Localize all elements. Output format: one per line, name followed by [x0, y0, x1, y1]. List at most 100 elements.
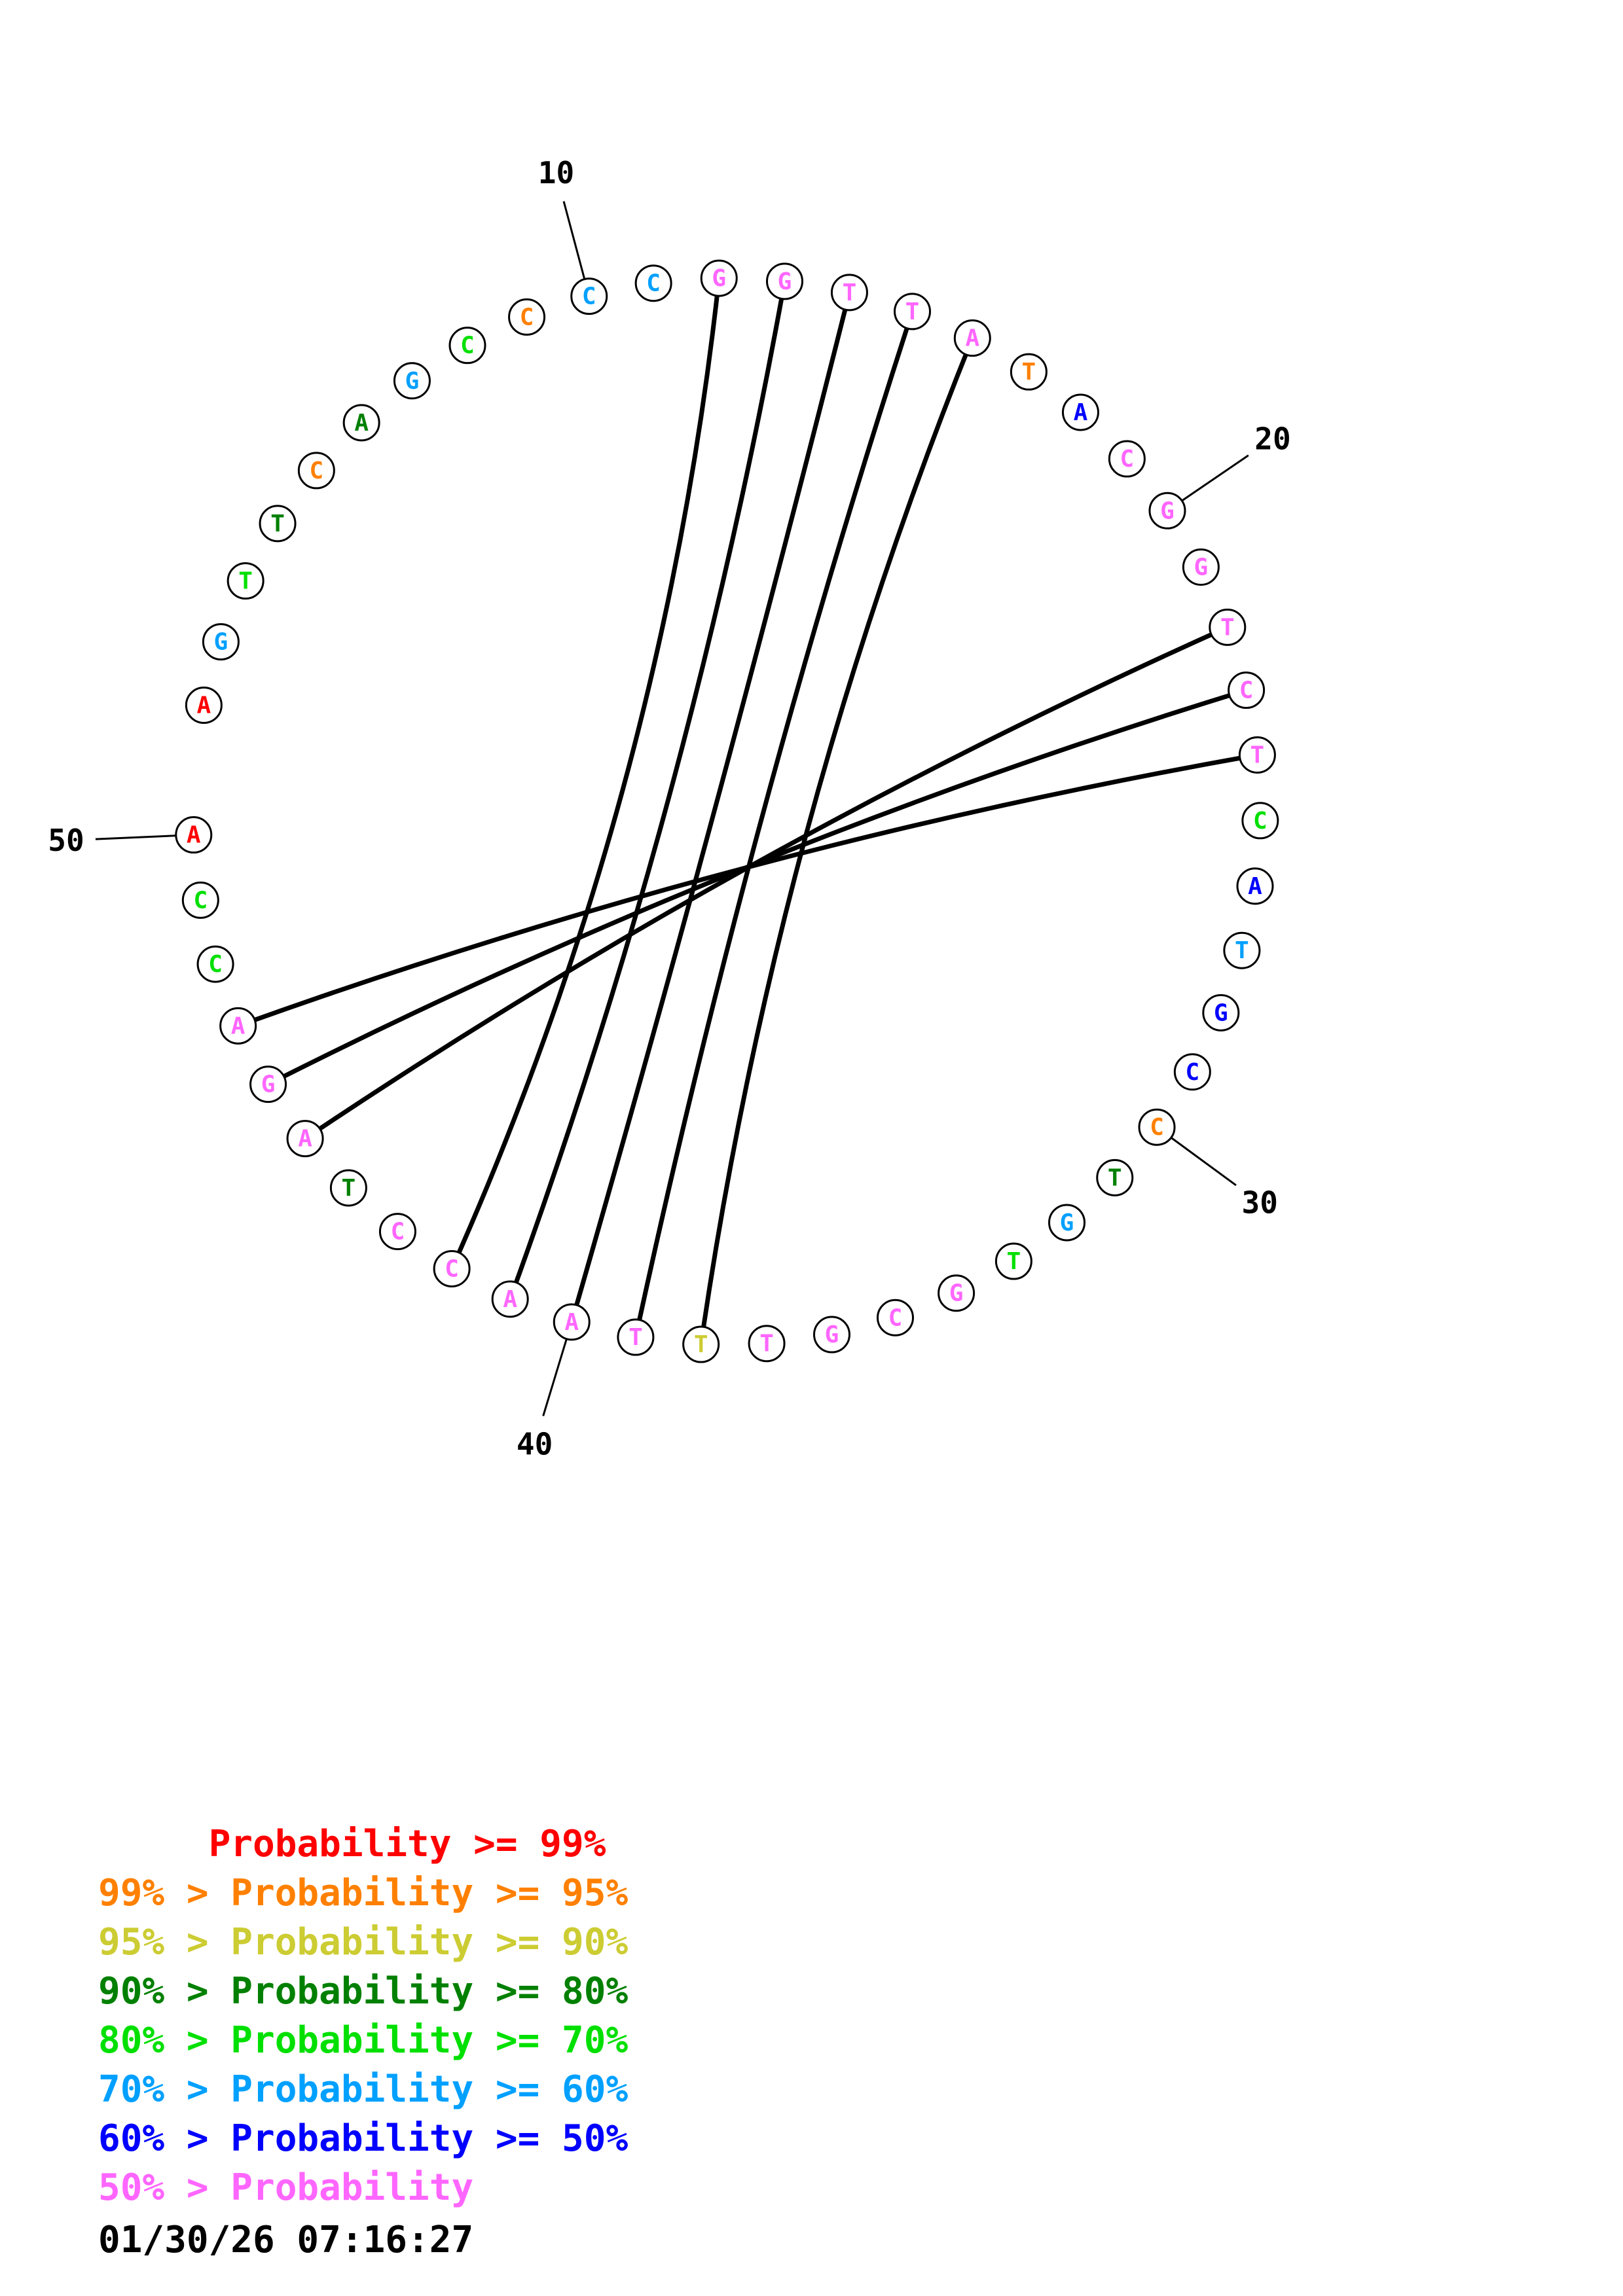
- nucleotide: A: [953, 319, 991, 357]
- nucleotide: A: [491, 1280, 529, 1318]
- nucleotide: G: [1148, 492, 1186, 529]
- nucleotide: G: [812, 1316, 850, 1354]
- base-pair-arc: [633, 310, 915, 1338]
- nucleotide-letter: A: [1074, 399, 1088, 426]
- nucleotide-circle: [393, 362, 431, 400]
- nucleotide-letter: C: [445, 1256, 459, 1283]
- nucleotide-letter: C: [460, 332, 475, 359]
- nucleotide: C: [181, 881, 219, 919]
- nucleotide-letter: C: [310, 457, 324, 484]
- nucleotide-letter: C: [520, 304, 534, 331]
- nucleotide: T: [259, 505, 297, 543]
- nucleotide: A: [185, 687, 223, 725]
- nucleotide-circle: [1241, 802, 1279, 840]
- nucleotide-circle: [1202, 994, 1240, 1031]
- nucleotide-circle: [448, 327, 486, 365]
- nucleotide-circle: [508, 298, 546, 336]
- nucleotide-circle: [1223, 931, 1261, 969]
- position-labels: 10 20 30 40 50: [48, 155, 1290, 1462]
- nucleotide-circle: [378, 1213, 416, 1251]
- nucleotide-circle: [1096, 1158, 1134, 1196]
- nucleotide: C: [1228, 672, 1266, 709]
- base-pair-arc: [304, 625, 1229, 1141]
- nucleotide-letter: G: [261, 1071, 276, 1098]
- nucleotide: T: [748, 1325, 786, 1363]
- nucleotide-letter: C: [1253, 808, 1267, 834]
- nucleotide: G: [1182, 548, 1220, 586]
- nucleotide-circle: [748, 1325, 786, 1363]
- position-label: 20: [1254, 421, 1290, 456]
- nucleotide-circle: [1238, 736, 1276, 774]
- timestamp: 01/30/26 07:16:27: [98, 2219, 474, 2261]
- nucleotide-letter: A: [354, 410, 369, 437]
- nucleotide: C: [378, 1213, 416, 1251]
- nucleotide-circle: [433, 1250, 471, 1288]
- nucleotide-circle: [1010, 353, 1048, 391]
- nucleotide-letter: T: [694, 1331, 708, 1358]
- nucleotide-circle: [249, 1066, 287, 1103]
- nucleotide-letter: G: [712, 265, 726, 292]
- nucleotide: A: [286, 1120, 324, 1158]
- nucleotide: C: [570, 278, 608, 315]
- legend-entry: 95% > Probability >= 90%: [98, 1921, 629, 1964]
- nucleotide: A: [219, 1007, 257, 1045]
- nucleotide: A: [1061, 393, 1099, 431]
- nucleotide: G: [1202, 994, 1240, 1031]
- nucleotide-letter: A: [197, 692, 211, 719]
- legend-entry: 60% > Probability >= 50%: [98, 2117, 629, 2160]
- nucleotide-letter: T: [1022, 359, 1036, 386]
- nucleotide: T: [329, 1169, 367, 1207]
- nucleotide-circle: [700, 259, 738, 297]
- nucleotide-circle: [219, 1007, 257, 1045]
- base-pair-arcs: [237, 278, 1258, 1345]
- nucleotide: T: [1223, 931, 1261, 969]
- nucleotide-letter: T: [342, 1175, 356, 1202]
- nucleotide: C: [1173, 1053, 1211, 1091]
- nucleotide-circle: [953, 319, 991, 357]
- nucleotide: C: [877, 1299, 915, 1336]
- nucleotide-letter: C: [193, 887, 208, 914]
- nucleotide-circle: [297, 452, 335, 490]
- nucleotide-letter: C: [1150, 1114, 1164, 1141]
- nucleotide: C: [1241, 802, 1279, 840]
- nucleotide: T: [227, 562, 264, 600]
- nucleotide-circle: [894, 293, 932, 331]
- nucleotide-circle: [342, 404, 380, 442]
- nucleotide-letter: T: [1108, 1164, 1122, 1191]
- nucleotide: G: [249, 1066, 287, 1103]
- nucleotide-circle: [830, 274, 868, 312]
- nucleotide: G: [202, 623, 240, 661]
- nucleotide-letter: C: [208, 951, 223, 978]
- nucleotide-letter: G: [1160, 497, 1175, 524]
- legend-entry: Probability >= 99%: [98, 1823, 606, 1865]
- nucleotide: C: [196, 945, 234, 983]
- nucleotide-circle: [259, 505, 297, 543]
- nucleotide-letter: A: [231, 1013, 246, 1039]
- nucleotide: G: [938, 1274, 976, 1312]
- nucleotide-circle: [938, 1274, 976, 1312]
- nucleotide-circle: [682, 1325, 720, 1363]
- nucleotide-letter: T: [629, 1324, 643, 1351]
- nucleotide-circle: [227, 562, 264, 600]
- nucleotide-letter: A: [298, 1126, 312, 1153]
- nucleotide: T: [1238, 736, 1276, 774]
- nucleotide-letter: C: [1239, 677, 1254, 704]
- position-label: 10: [538, 155, 574, 190]
- nucleotide: C: [634, 264, 672, 302]
- nucleotide-circle: [1182, 548, 1220, 586]
- nucleotide-letter: T: [905, 298, 920, 325]
- nucleotide-circle: [812, 1316, 850, 1354]
- nucleotide-circle: [1173, 1053, 1211, 1091]
- nucleotide-circle: [1236, 867, 1274, 905]
- nucleotide: C: [1108, 440, 1146, 478]
- position-label: 30: [1242, 1185, 1278, 1221]
- nucleotide: G: [766, 262, 804, 300]
- nucleotide-circle: [1209, 608, 1247, 646]
- nucleotide: T: [617, 1318, 655, 1356]
- base-pair-arc: [569, 291, 852, 1323]
- nucleotide-circle: [617, 1318, 655, 1356]
- nucleotide-letter: G: [825, 1321, 839, 1348]
